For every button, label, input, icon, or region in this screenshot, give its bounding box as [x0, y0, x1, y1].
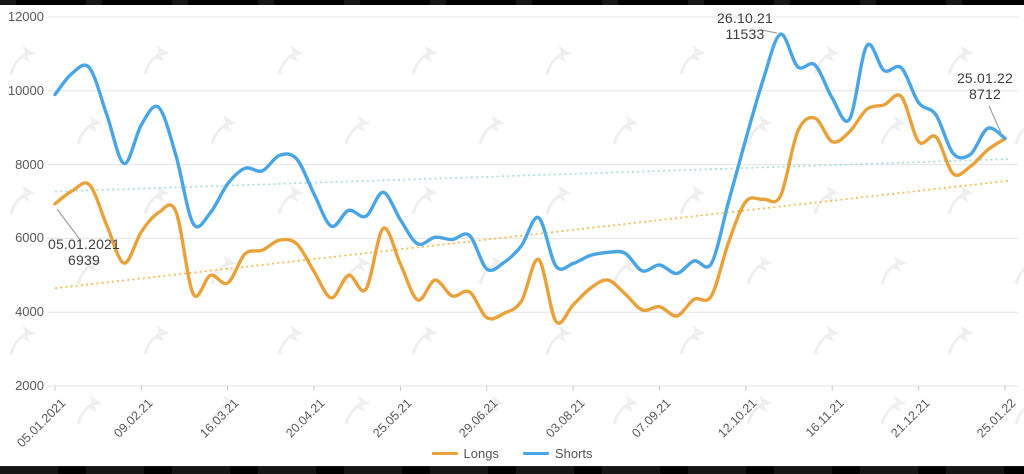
forklog-watermark-icon — [947, 325, 974, 355]
forklog-watermark-icon — [545, 185, 572, 215]
forklog-watermark-icon — [143, 45, 170, 75]
trendline-longs — [54, 179, 1009, 290]
forklog-watermark-icon — [143, 325, 170, 355]
forklog-watermark-icon — [76, 115, 103, 145]
forklog-watermark-icon — [813, 185, 840, 215]
forklog-watermark-icon — [947, 185, 974, 215]
annotation-peak: 26.10.21 11533 — [698, 10, 792, 42]
top-border-bar — [0, 0, 1024, 5]
forklog-watermark-icon — [679, 325, 706, 355]
annotation-leader-line — [760, 29, 778, 34]
forklog-watermark-icon — [9, 45, 36, 75]
legend-item-shorts: Shorts — [522, 446, 593, 461]
forklog-watermark-icon — [344, 115, 371, 145]
forklog-watermark-icon — [478, 255, 505, 285]
forklog-watermark-icon — [813, 325, 840, 355]
forklog-watermark-icon — [277, 45, 304, 75]
forklog-watermark-icon — [947, 45, 974, 75]
legend-item-longs: Longs — [431, 446, 499, 461]
annotation-peak-value: 11533 — [725, 26, 765, 42]
forklog-watermark-icon — [746, 395, 773, 425]
forklog-watermark-icon — [478, 395, 505, 425]
annotation-first-date: 05.01.2021 — [47, 236, 121, 252]
annotation-first: 05.01.2021 6939 — [30, 236, 138, 268]
forklog-watermark-icon — [76, 255, 103, 285]
forklog-watermark-icon — [210, 395, 237, 425]
forklog-watermark-icon — [1014, 267, 1024, 285]
forklog-watermark-icon — [679, 45, 706, 75]
forklog-watermark-icon — [813, 45, 840, 75]
forklog-watermark-icon — [411, 45, 438, 75]
legend-label-shorts: Shorts — [554, 446, 593, 461]
legend-label-longs: Longs — [463, 446, 499, 461]
forklog-watermark-icon — [880, 115, 907, 145]
forklog-watermark-icon — [210, 255, 237, 285]
annotation-peak-date: 26.10.21 — [716, 10, 774, 26]
annotation-last-date: 25.01.22 — [956, 70, 1014, 86]
forklog-watermark-icon — [545, 325, 572, 355]
forklog-watermark-icon — [210, 115, 237, 145]
forklog-watermark-icon — [880, 395, 907, 425]
forklog-watermark-icon — [9, 185, 36, 215]
forklog-watermark-icon — [545, 45, 572, 75]
forklog-watermark-icon — [344, 255, 371, 285]
forklog-watermark-icon — [679, 185, 706, 215]
annotation-last-value: 8712 — [969, 86, 1001, 102]
annotation-last: 25.01.22 8712 — [938, 70, 1024, 102]
forklog-watermark-icon — [612, 255, 639, 285]
forklog-watermark-icon — [277, 325, 304, 355]
shorts-line-swatch — [522, 452, 549, 455]
forklog-watermark-icon — [880, 255, 907, 285]
longs-line — [53, 93, 1007, 325]
bottom-border-bar — [0, 466, 1024, 474]
forklog-watermark-icon — [612, 395, 639, 425]
forklog-watermark-icon — [344, 395, 371, 425]
shorts-line — [53, 32, 1007, 276]
annotation-first-value: 6939 — [68, 252, 100, 268]
forklog-watermark-icon — [76, 395, 103, 425]
longs-line-swatch — [431, 452, 458, 455]
legend: Longs Shorts — [0, 446, 1024, 461]
forklog-watermark-icon — [746, 255, 773, 285]
forklog-watermark-icon — [1014, 407, 1024, 425]
trendline-shorts — [54, 158, 1009, 193]
annotation-leader-line — [56, 208, 82, 242]
forklog-watermark-icon — [277, 185, 304, 215]
forklog-watermark-icon — [478, 115, 505, 145]
forklog-watermark-icon — [746, 115, 773, 145]
annotation-leader-line — [988, 105, 1003, 136]
forklog-watermark-icon — [143, 185, 170, 215]
forklog-watermark-icon — [9, 325, 36, 355]
forklog-watermark-icon — [411, 185, 438, 215]
forklog-watermark-icon — [1014, 127, 1024, 145]
forklog-watermark-icon — [612, 115, 639, 145]
forklog-watermark-icon — [411, 325, 438, 355]
